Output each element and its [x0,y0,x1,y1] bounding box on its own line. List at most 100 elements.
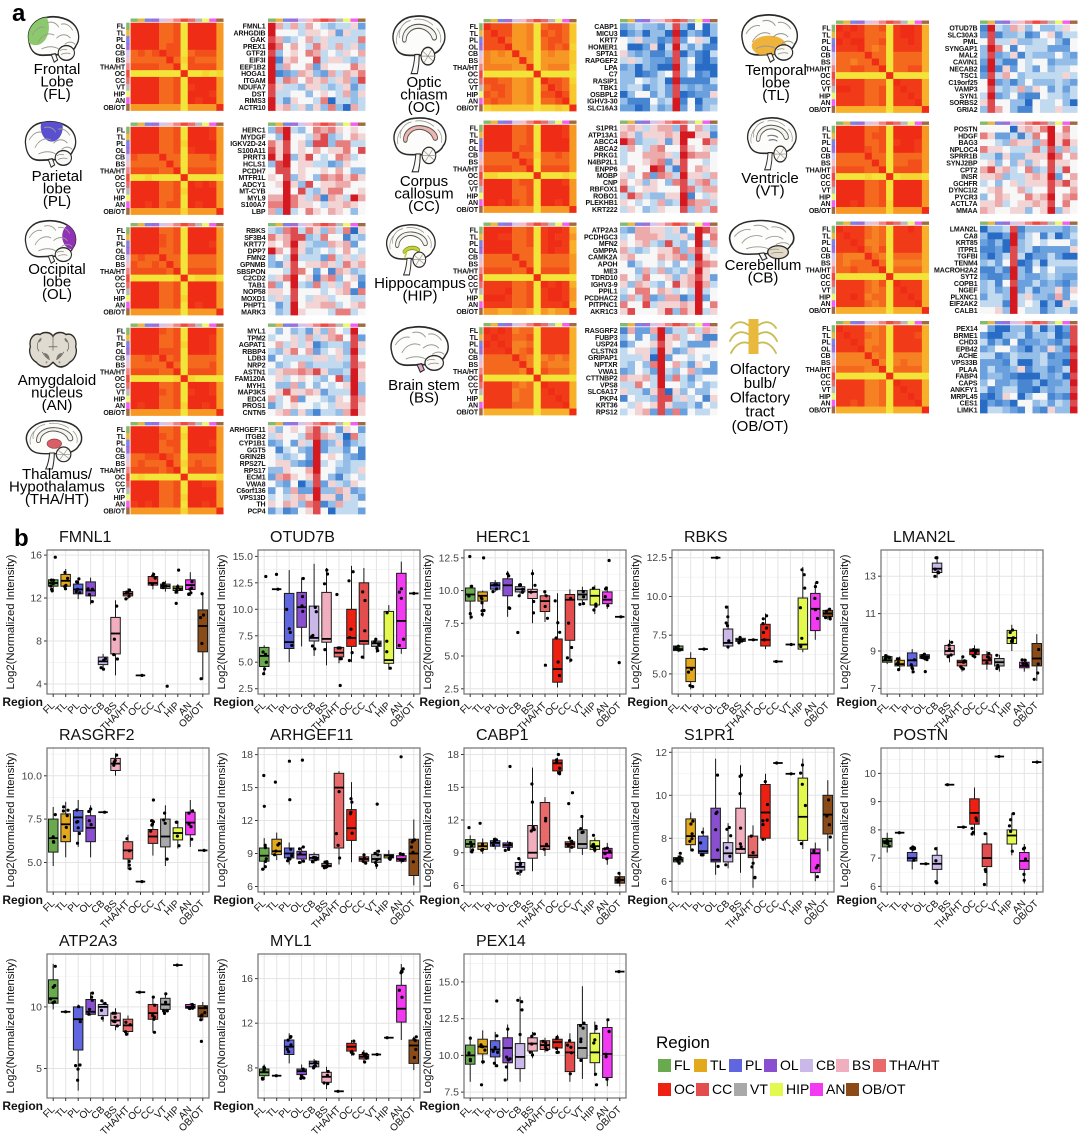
svg-text:THA/HT: THA/HT [453,166,479,173]
svg-text:Log2(Normalized Intensity): Log2(Normalized Intensity) [5,752,17,887]
svg-text:ROBO1: ROBO1 [593,193,618,200]
svg-text:VT: VT [822,387,832,394]
svg-text:PL: PL [822,140,832,147]
svg-text:SYNJ2BP: SYNJ2BP [946,161,978,168]
svg-text:Region: Region [419,695,460,709]
svg-text:THA/HT: THA/HT [100,168,126,175]
svg-text:Olfactory: Olfactory [730,361,791,378]
svg-text:15.0: 15.0 [233,551,254,563]
svg-text:Optic: Optic [406,74,442,91]
svg-text:RPS12: RPS12 [596,410,618,417]
svg-text:PL: PL [469,139,479,146]
svg-text:MOXD1: MOXD1 [241,296,266,303]
svg-text:IGHV3-30: IGHV3-30 [587,99,618,106]
svg-text:VT: VT [822,288,832,295]
svg-text:NOP58: NOP58 [243,289,266,296]
svg-text:HIP: HIP [467,396,479,403]
svg-text:RBFOX1: RBFOX1 [590,187,618,194]
svg-text:N4BP2L1: N4BP2L1 [587,160,617,167]
svg-text:OB/OT: OB/OT [809,208,831,215]
svg-text:AN: AN [468,99,478,106]
svg-text:PL: PL [822,39,832,46]
svg-text:Log2(Normalized Intensity): Log2(Normalized Intensity) [5,554,17,689]
svg-text:PPIL1: PPIL1 [599,289,618,296]
svg-text:RPS17: RPS17 [244,468,266,475]
svg-text:OL: OL [468,348,478,355]
svg-text:TENM4: TENM4 [954,261,977,268]
svg-text:CNTN5: CNTN5 [243,410,266,417]
svg-text:IGKV2D-24: IGKV2D-24 [230,141,265,148]
svg-text:ENPP6: ENPP6 [595,166,618,173]
svg-text:ARHGEF11: ARHGEF11 [229,427,265,434]
svg-text:HERC1: HERC1 [476,529,530,546]
svg-text:THA/HT: THA/HT [805,167,831,174]
svg-text:(OB/OT): (OB/OT) [732,418,789,435]
svg-text:OB/OT: OB/OT [103,310,125,317]
svg-text:OSBPL2: OSBPL2 [590,92,618,99]
svg-text:SYT2: SYT2 [960,274,977,281]
svg-text:Region: Region [2,893,43,907]
svg-text:Parietal: Parietal [32,168,83,185]
svg-text:PCP4: PCP4 [248,509,266,516]
svg-text:TL: TL [822,233,831,240]
svg-text:Log2(Normalized Intensity): Log2(Normalized Intensity) [216,752,228,887]
svg-text:FMN2: FMN2 [247,255,266,262]
svg-text:OL: OL [468,146,478,153]
svg-text:HIP: HIP [819,294,831,301]
svg-text:PCDHAC2: PCDHAC2 [584,295,617,302]
svg-text:AN: AN [821,201,831,208]
svg-text:OL: OL [821,346,831,353]
svg-text:THA/HT: THA/HT [453,268,479,275]
svg-text:TH: TH [256,502,265,509]
svg-text:OL: OL [115,447,125,454]
svg-text:OC: OC [115,376,125,383]
svg-text:RASGRF2: RASGRF2 [59,727,135,744]
svg-text:HIP: HIP [467,295,479,302]
svg-text:Region: Region [213,695,254,709]
svg-text:LPA: LPA [604,65,617,72]
svg-text:bulb/: bulb/ [744,375,777,392]
svg-text:BS: BS [821,161,831,168]
svg-text:chiasm: chiasm [400,86,448,103]
svg-text:PL: PL [116,342,126,349]
svg-text:FAM120A: FAM120A [235,376,266,383]
svg-text:Region: Region [2,695,43,709]
svg-text:Log2(Normalized Intensity): Log2(Normalized Intensity) [422,554,434,689]
svg-text:PL: PL [116,141,126,148]
svg-text:BS: BS [821,60,831,67]
svg-text:7.5: 7.5 [27,814,42,826]
svg-text:Log2(Normalized Intensity): Log2(Normalized Intensity) [216,554,228,689]
svg-text:OC: OC [820,73,830,80]
svg-text:CB: CB [468,255,478,262]
svg-text:Hippocampus: Hippocampus [374,275,466,292]
svg-text:TAB1: TAB1 [248,282,266,289]
svg-text:AN: AN [115,403,125,410]
svg-text:Temporal: Temporal [745,62,807,79]
svg-text:CC: CC [821,80,831,87]
svg-text:C19orf25: C19orf25 [948,80,977,87]
svg-text:KRT7: KRT7 [600,38,618,45]
svg-text:RASGRF2: RASGRF2 [585,328,618,335]
svg-text:CC: CC [821,281,831,288]
svg-text:GRIN2B: GRIN2B [240,454,266,461]
svg-text:BS: BS [468,362,478,369]
svg-text:AN: AN [115,502,125,509]
svg-text:ATP13A1: ATP13A1 [588,132,618,139]
svg-text:12.5: 12.5 [233,577,254,589]
svg-text:RBKS: RBKS [684,529,728,546]
svg-text:HIP: HIP [114,396,126,403]
svg-text:PL: PL [469,38,479,45]
svg-text:RASIP1: RASIP1 [593,78,618,85]
svg-text:GRIPAP1: GRIPAP1 [588,355,618,362]
svg-text:OL: OL [115,248,125,255]
svg-text:OL: OL [468,44,478,51]
svg-text:TL: TL [117,335,126,342]
svg-text:PL: PL [822,340,832,347]
svg-text:CC: CC [468,180,478,187]
svg-text:RBKS: RBKS [246,228,266,235]
svg-text:CC: CC [468,282,478,289]
svg-text:RIMS3: RIMS3 [245,98,266,105]
svg-text:tract: tract [745,404,775,421]
svg-text:PRKG1: PRKG1 [594,153,618,160]
svg-text:INSR: INSR [961,174,977,181]
